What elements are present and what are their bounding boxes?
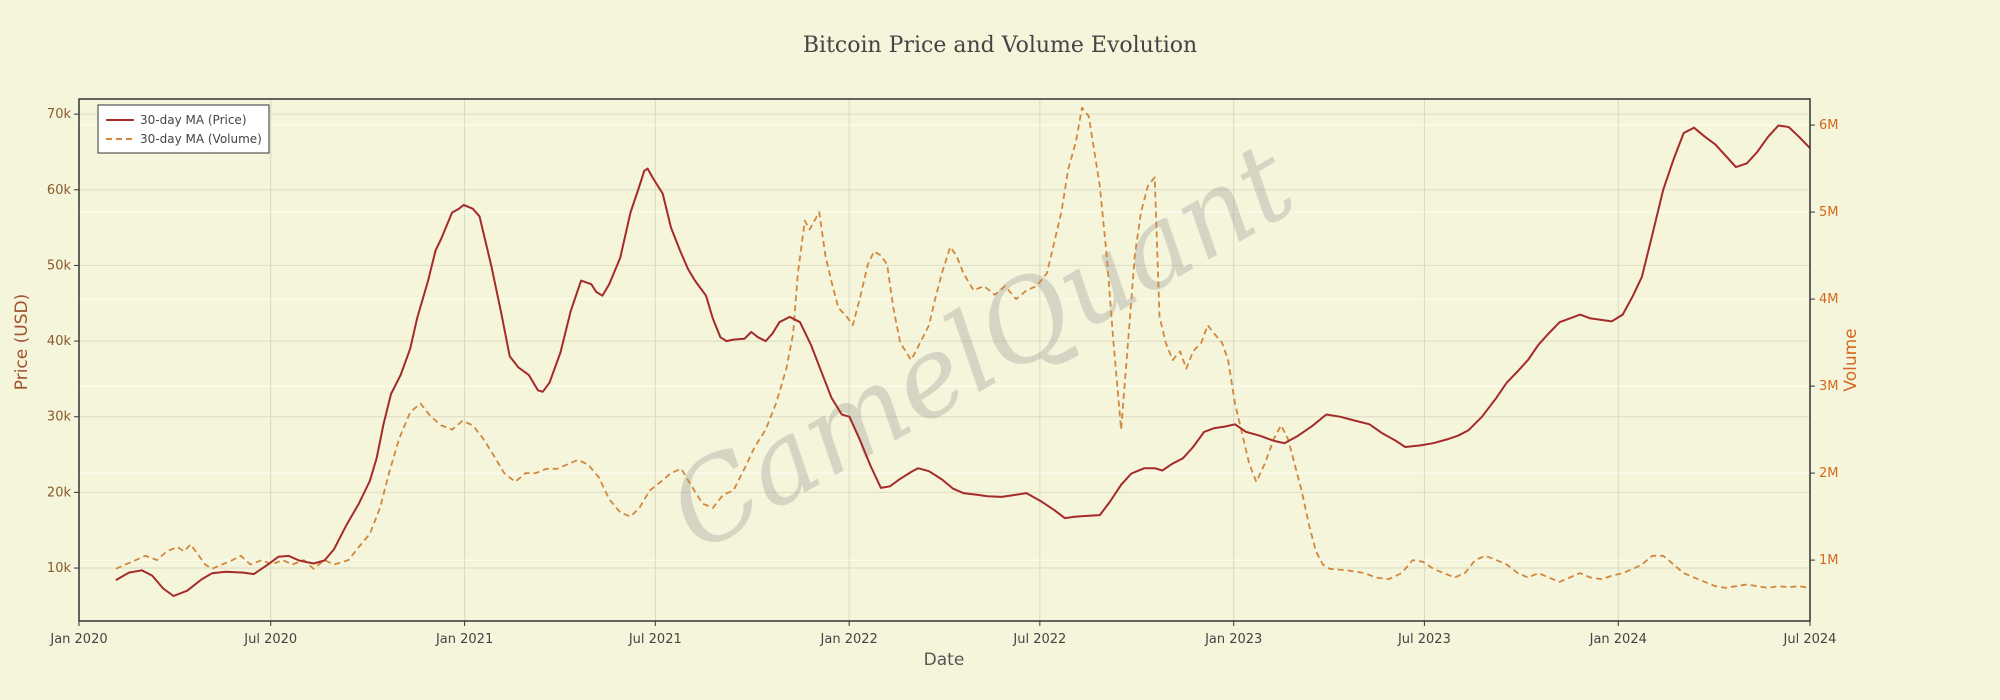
x-tick-label: Jan 2021 xyxy=(435,632,493,647)
x-axis-ticks: Jan 2020 Jul 2020 Jan 2021 Jul 2021 Jan 2022… xyxy=(49,621,1836,647)
x-tick-label: Jul 2023 xyxy=(1397,632,1451,647)
x-tick-label: Jan 2024 xyxy=(1589,632,1647,647)
legend-box xyxy=(97,104,270,154)
series-layer xyxy=(115,106,1811,597)
x-tick-label: Jul 2021 xyxy=(628,632,682,647)
x-axis-title: Date xyxy=(924,650,965,670)
y-left-tick-label: 60k xyxy=(47,183,72,198)
plot-area xyxy=(79,99,1810,621)
chart-title: Bitcoin Price and Volume Evolution xyxy=(803,33,1197,58)
price-ma-line xyxy=(115,124,1811,597)
plot-border xyxy=(78,98,1811,622)
y-right-tick-label: 5M xyxy=(1819,205,1839,220)
y-right-tick-label: 4M xyxy=(1819,292,1839,307)
gridlines xyxy=(78,99,1811,621)
y-right-tick-label: 6M xyxy=(1819,118,1839,133)
y-right-axis-ticks: 1M 2M 3M 4M 5M 6M xyxy=(1810,118,1839,568)
legend-volume-label[interactable]: 30-day MA (Volume) xyxy=(140,132,262,146)
x-tick-label: Jan 2022 xyxy=(820,632,878,647)
y-left-axis-title: Price (USD) xyxy=(12,294,32,390)
y-left-tick-label: 40k xyxy=(47,334,72,349)
y-left-axis-ticks: 10k 20k 30k 40k 50k 60k 70k xyxy=(47,107,79,576)
y-left-tick-label: 20k xyxy=(47,485,72,500)
legend[interactable]: 30-day MA (Price) 30-day MA (Volume) xyxy=(97,104,270,154)
x-tick-label: Jan 2023 xyxy=(1204,632,1262,647)
y-left-tick-label: 10k xyxy=(47,561,72,576)
volume-ma-line xyxy=(115,106,1811,589)
y-right-tick-label: 3M xyxy=(1819,379,1839,394)
y-left-tick-label: 70k xyxy=(47,107,72,122)
y-left-tick-label: 30k xyxy=(47,410,72,425)
y-right-axis-title: Volume xyxy=(1841,328,1861,391)
y-right-tick-label: 2M xyxy=(1819,466,1839,481)
x-tick-label: Jul 2020 xyxy=(243,632,297,647)
legend-price-label[interactable]: 30-day MA (Price) xyxy=(140,113,247,127)
x-tick-label: Jul 2024 xyxy=(1783,632,1837,647)
x-tick-label: Jan 2020 xyxy=(49,632,107,647)
y-left-tick-label: 50k xyxy=(47,258,72,273)
x-tick-label: Jul 2022 xyxy=(1012,632,1066,647)
y-right-tick-label: 1M xyxy=(1819,553,1839,568)
